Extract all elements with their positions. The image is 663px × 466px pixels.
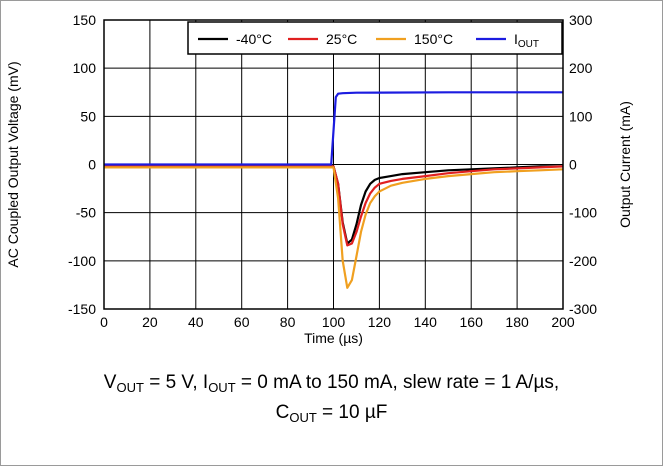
legend-label-subscript: OUT	[518, 39, 539, 50]
y2-tick-label: -300	[569, 301, 597, 317]
y2-tick-labels: -300 -200 -100 0 100 200 300	[569, 12, 597, 317]
legend-label-text: -40°C	[236, 31, 272, 47]
plot-border	[103, 19, 564, 310]
caption-cout-symbol: C	[275, 402, 290, 423]
legend-label-3: IOUT	[514, 31, 539, 50]
caption-conditions: = 0 mA to 150 mA, slew rate = 1 A/µs,	[235, 372, 560, 393]
caption-vout-symbol: V	[103, 372, 117, 393]
x-tick-label: 160	[460, 314, 484, 330]
y2-tick-label: 300	[569, 12, 593, 28]
series-line-2	[104, 166, 564, 289]
y2-axis-label: Output Current (mA)	[617, 101, 633, 228]
y2-tick-label: -100	[569, 205, 597, 221]
x-tick-label: 100	[322, 314, 346, 330]
legend-label-text: 25°C	[326, 31, 357, 47]
y-tick-label: -100	[68, 253, 96, 269]
y-axis-label: AC Coupled Output Voltage (mV)	[5, 61, 21, 267]
x-tick-label: 140	[414, 314, 438, 330]
caption-iout-sub: OUT	[208, 380, 236, 395]
x-tick-label: 0	[100, 314, 108, 330]
y2-tick-label: 200	[569, 60, 593, 76]
caption-cout-sub: OUT	[289, 410, 317, 425]
y-tick-label: 50	[80, 108, 96, 124]
y-tick-label: 0	[88, 157, 96, 173]
y-tick-labels: -150 -100 -50 0 50 100 150	[68, 12, 96, 317]
legend-label-text: 150°C	[414, 31, 453, 47]
y2-tick-label: -200	[569, 253, 597, 269]
x-axis-label: Time (µs)	[304, 330, 363, 346]
caption-vout-sub: OUT	[116, 380, 144, 395]
y2-tick-label: 100	[569, 108, 593, 124]
y-tick-label: -150	[68, 301, 96, 317]
caption-vout-value: = 5 V, I	[143, 372, 209, 393]
legend-label-2: 150°C	[414, 31, 453, 47]
series-line-1	[104, 165, 564, 247]
legend-label-text: I	[514, 31, 518, 47]
legend-label-1: 25°C	[326, 31, 357, 47]
legend-label-0: -40°C	[236, 31, 272, 47]
x-tick-labels: 0 20 40 60 80 100 120 140 160 180 200	[100, 314, 575, 330]
caption-cout-value: = 10 µF	[316, 402, 388, 423]
x-tick-label: 80	[280, 314, 296, 330]
x-tick-label: 180	[505, 314, 529, 330]
x-tick-label: 120	[368, 314, 392, 330]
series-lines	[104, 91, 564, 289]
legend: -40°C 25°C 150°C IOUT	[187, 21, 563, 55]
legend-box	[187, 21, 563, 55]
x-tick-label: 60	[234, 314, 250, 330]
y-tick-label: 150	[73, 12, 97, 28]
series-line-3	[104, 91, 563, 166]
y-tick-label: 100	[73, 60, 97, 76]
y-tick-label: -50	[76, 205, 96, 221]
x-tick-label: 20	[142, 314, 158, 330]
y2-tick-label: 0	[569, 157, 577, 173]
caption-line-1: VOUT = 5 V, IOUT = 0 mA to 150 mA, slew …	[0, 372, 663, 395]
x-tick-label: 40	[188, 314, 204, 330]
caption-line-2: COUT = 10 µF	[0, 402, 663, 425]
x-tick-label: 200	[551, 314, 575, 330]
